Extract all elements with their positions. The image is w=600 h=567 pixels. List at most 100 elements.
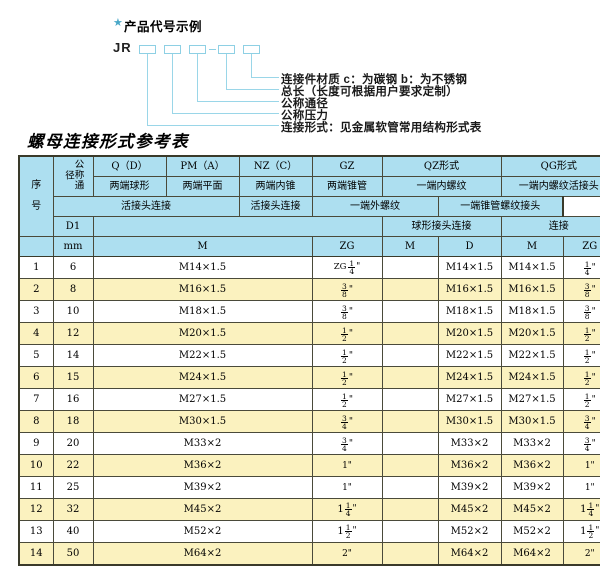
numerator: 1 — [342, 325, 347, 335]
header-desc-nz: 两端内锥 — [238, 176, 313, 197]
leader-hline-4 — [172, 113, 279, 115]
size-fraction: 1 1 4 " — [580, 501, 600, 518]
size-fraction: ZG 1 4 " — [334, 259, 361, 276]
cell-qz-d: M52×2 — [437, 520, 502, 543]
header-seq: 序 号 — [18, 155, 54, 237]
denominator: 8 — [341, 290, 348, 299]
cell-qz-m — [381, 388, 439, 411]
denominator: 2 — [341, 400, 348, 409]
leader-vline-2 — [226, 54, 228, 90]
code-box-1 — [139, 45, 156, 54]
numerator: 3 — [584, 435, 590, 445]
cell-m-left: M24×1.5 — [92, 366, 313, 389]
header-desc3-qg: 连接 — [500, 216, 600, 237]
header-type-gz: GZ — [311, 155, 383, 177]
size-fraction: 1 2 " — [583, 392, 596, 409]
cell-qg-zg: 1 2 " — [562, 366, 600, 389]
cell-qg-zg: 2" — [562, 542, 600, 566]
whole-number: 1 — [580, 503, 587, 515]
denominator: 2 — [587, 531, 595, 540]
cell-qg-zg: 1 2 " — [562, 322, 600, 345]
cell-dn: 12 — [52, 322, 94, 345]
cell-m-left: M45×2 — [92, 498, 313, 521]
cell-qg-zg: 1" — [562, 454, 600, 477]
cell-dn: 20 — [52, 432, 94, 455]
cell-qz-m — [381, 454, 439, 477]
header-unit-zg-qg: ZG — [562, 236, 600, 257]
cell-seq: 7 — [18, 388, 54, 411]
cell-m-left: M52×2 — [92, 520, 313, 543]
header-dn: 公称通径 — [52, 155, 94, 197]
header-unit-zg-gz: ZG — [311, 236, 383, 257]
cell-qz-d: M20×1.5 — [437, 322, 502, 345]
cell-seq: 2 — [18, 278, 54, 301]
size-fraction: 1 2 " — [583, 370, 596, 387]
cell-dn: 32 — [52, 498, 94, 521]
cell-qz-d: M30×1.5 — [437, 410, 502, 433]
cell-qz-m — [381, 278, 439, 301]
cell-dn: 14 — [52, 344, 94, 367]
cell-m-left: M22×1.5 — [92, 344, 313, 367]
cell-dn: 16 — [52, 388, 94, 411]
header-desc-pm: 两端平面 — [165, 176, 240, 197]
cell-qg-zg: 3 4 " — [562, 410, 600, 433]
denominator: 8 — [341, 312, 348, 321]
size-fraction: 3 8 " — [583, 304, 596, 321]
leader-hline-3 — [197, 101, 279, 103]
inch-mark: " — [595, 504, 600, 514]
table-title: 螺母连接形式参考表 — [27, 132, 189, 151]
cell-qz-m — [381, 542, 439, 566]
cell-gz-zg: 3 4 " — [311, 410, 383, 433]
inch-mark: " — [591, 439, 596, 449]
denominator: 2 — [341, 334, 348, 343]
cell-qg-m: M16×1.5 — [500, 278, 564, 301]
code-box-3 — [189, 45, 206, 54]
inch-mark: " — [348, 373, 353, 383]
size-fraction: 1 1 2 " — [337, 523, 356, 540]
table-row: 9 20 M33×2 3 4 " M33×2 M33×2 3 4 " — [18, 432, 600, 455]
numerator: 1 — [345, 500, 351, 510]
cell-dn: 8 — [52, 278, 94, 301]
denominator: 4 — [344, 509, 352, 518]
inch-mark: " — [348, 329, 353, 339]
header-desc3-qz: 球形接头连接 — [381, 216, 502, 237]
whole-number: 1 — [337, 525, 344, 537]
header-seq-line1: 序 — [31, 180, 42, 191]
cell-gz-zg: 1 1 4 " — [311, 498, 383, 521]
cell-qg-zg: 1 2 " — [562, 344, 600, 367]
denominator: 4 — [587, 509, 595, 518]
cell-qg-m: M45×2 — [500, 498, 564, 521]
header-unit-mm: mm — [52, 236, 94, 257]
denominator: 4 — [583, 268, 591, 277]
numerator: 3 — [342, 281, 347, 291]
header-desc2-qz: 一端外螺纹 — [311, 196, 439, 217]
cell-qz-d: M16×1.5 — [437, 278, 502, 301]
cell-qg-zg: 3 8 " — [562, 300, 600, 323]
cell-seq: 12 — [18, 498, 54, 521]
cell-qg-m: M52×2 — [500, 520, 564, 543]
cell-dn: 15 — [52, 366, 94, 389]
table-row: 8 18 M30×1.5 3 4 " M30×1.5 M30×1.5 3 4 " — [18, 410, 600, 433]
cell-qg-m: M33×2 — [500, 432, 564, 455]
leader-vline-4 — [172, 54, 174, 114]
leader-hline-2 — [226, 89, 279, 91]
size-plain: 1" — [584, 460, 595, 471]
size-fraction: 3 4 " — [341, 414, 353, 431]
size-fraction: 3 8 " — [583, 282, 596, 299]
inch-mark: " — [348, 395, 353, 405]
cell-m-left: M39×2 — [92, 476, 313, 499]
numerator: 1 — [584, 259, 590, 269]
header-dn-d1: D1 — [52, 216, 94, 237]
cell-qz-d: M36×2 — [437, 454, 502, 477]
cell-m-left: M30×1.5 — [92, 410, 313, 433]
inch-mark: " — [591, 285, 596, 295]
